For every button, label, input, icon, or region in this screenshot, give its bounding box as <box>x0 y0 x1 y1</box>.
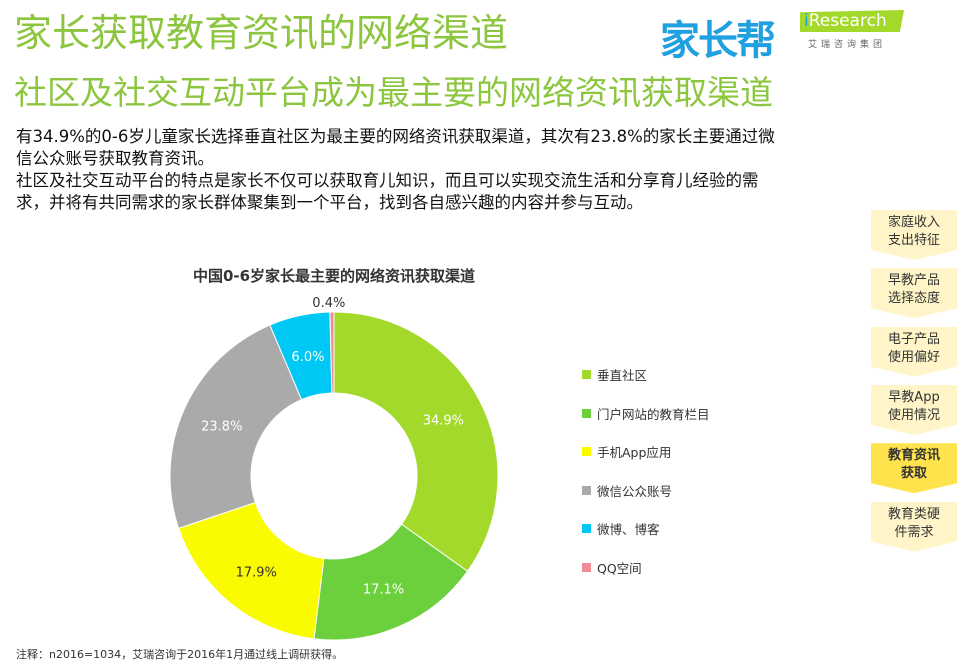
legend-label: QQ空间 <box>597 561 642 576</box>
donut-slice <box>329 311 335 394</box>
side-nav-label: 早教App <box>888 389 940 405</box>
brand-logo: 家长帮 <box>660 18 776 64</box>
page-subtitle: 社区及社交互动平台成为最主要的网络资讯获取渠道 <box>14 73 773 112</box>
description-line: 社区及社交互动平台的特点是家长不仅可以获取育儿知识，而且可以实现交流生活和分享育… <box>16 171 759 190</box>
donut-slice <box>333 311 499 572</box>
legend-item: QQ空间 <box>582 558 642 577</box>
legend-swatch <box>582 370 591 379</box>
legend-swatch <box>582 563 591 572</box>
side-nav-item[interactable]: 教育资讯 获取 <box>871 443 957 494</box>
data-label: 34.9% <box>423 414 464 429</box>
side-nav-label: 支出特征 <box>887 233 940 248</box>
footnote: 注释：n2016=1034，艾瑞咨询于2016年1月通过线上调研获得。 <box>16 648 344 661</box>
description: 有34.9%的0-6岁儿童家长选择垂直社区为最主要的网络资讯获取渠道，其次有23… <box>16 126 836 214</box>
side-nav-label: 早教产品 <box>887 273 940 289</box>
donut-slice <box>313 523 469 641</box>
description-line: 有34.9%的0-6岁儿童家长选择垂直社区为最主要的网络资讯获取渠道，其次有23… <box>16 127 775 146</box>
data-label: 17.9% <box>236 565 277 580</box>
side-nav-item[interactable]: 教育类硬 件需求 <box>871 501 957 552</box>
legend-swatch <box>582 447 591 457</box>
legend-label: 微信公众账号 <box>597 483 673 499</box>
iresearch-logo-cn: 艾瑞咨询集团 <box>808 40 887 50</box>
legend-swatch <box>582 408 591 418</box>
chart-title: 中国0-6岁家长最主要的网络资讯获取渠道 <box>192 267 476 285</box>
data-label: 6.0% <box>291 350 324 365</box>
legend-item: 手机App应用 <box>582 442 671 461</box>
side-nav-item[interactable]: 电子产品 使用偏好 <box>871 326 957 377</box>
donut-slice <box>177 501 325 640</box>
side-nav-item[interactable]: 家庭收入 支出特征 <box>871 210 957 260</box>
side-nav-label: 教育资讯 <box>887 448 940 464</box>
legend-label: 微博、博客 <box>597 522 660 538</box>
legend-item: 垂直社区 <box>582 365 647 384</box>
legend-item: 微信公众账号 <box>582 481 672 500</box>
legend-swatch <box>582 485 591 495</box>
legend-item: 微博、博客 <box>582 519 660 538</box>
side-nav-label: 电子产品 <box>887 331 940 347</box>
description-line: 求，并将有共同需求的家长群体聚集到一个平台，找到各自感兴趣的内容并参与互动。 <box>16 193 643 212</box>
side-nav-label: 使用偏好 <box>887 349 940 365</box>
side-nav-label: 件需求 <box>894 524 934 540</box>
side-nav-item[interactable]: 早教产品 选择态度 <box>871 268 957 319</box>
iresearch-logo-text: iResearch <box>804 11 887 31</box>
side-nav-label: 获取 <box>900 466 927 482</box>
legend-label: 垂直社区 <box>597 368 648 383</box>
side-nav-label: 使用情况 <box>887 407 940 423</box>
donut-slice <box>169 324 303 529</box>
data-label: 23.8% <box>201 420 242 435</box>
page-title: 家长获取教育资讯的网络渠道 <box>14 11 509 55</box>
description-line: 信公众账号获取教育资讯。 <box>16 149 214 168</box>
side-nav-label: 教育类硬 <box>887 506 940 522</box>
legend-label: 门户网站的教育栏目 <box>597 406 710 422</box>
side-nav-label: 家庭收入 <box>887 215 940 230</box>
data-label: 0.4% <box>312 296 345 311</box>
legend-label: 手机App应用 <box>597 445 672 461</box>
legend-item: 门户网站的教育栏目 <box>582 404 710 423</box>
iresearch-logo: iResearch <box>800 10 904 32</box>
data-label: 17.1% <box>363 583 404 598</box>
legend-swatch <box>582 524 591 534</box>
side-nav-item[interactable]: 早教App 使用情况 <box>871 384 957 435</box>
side-nav-label: 选择态度 <box>887 291 940 307</box>
